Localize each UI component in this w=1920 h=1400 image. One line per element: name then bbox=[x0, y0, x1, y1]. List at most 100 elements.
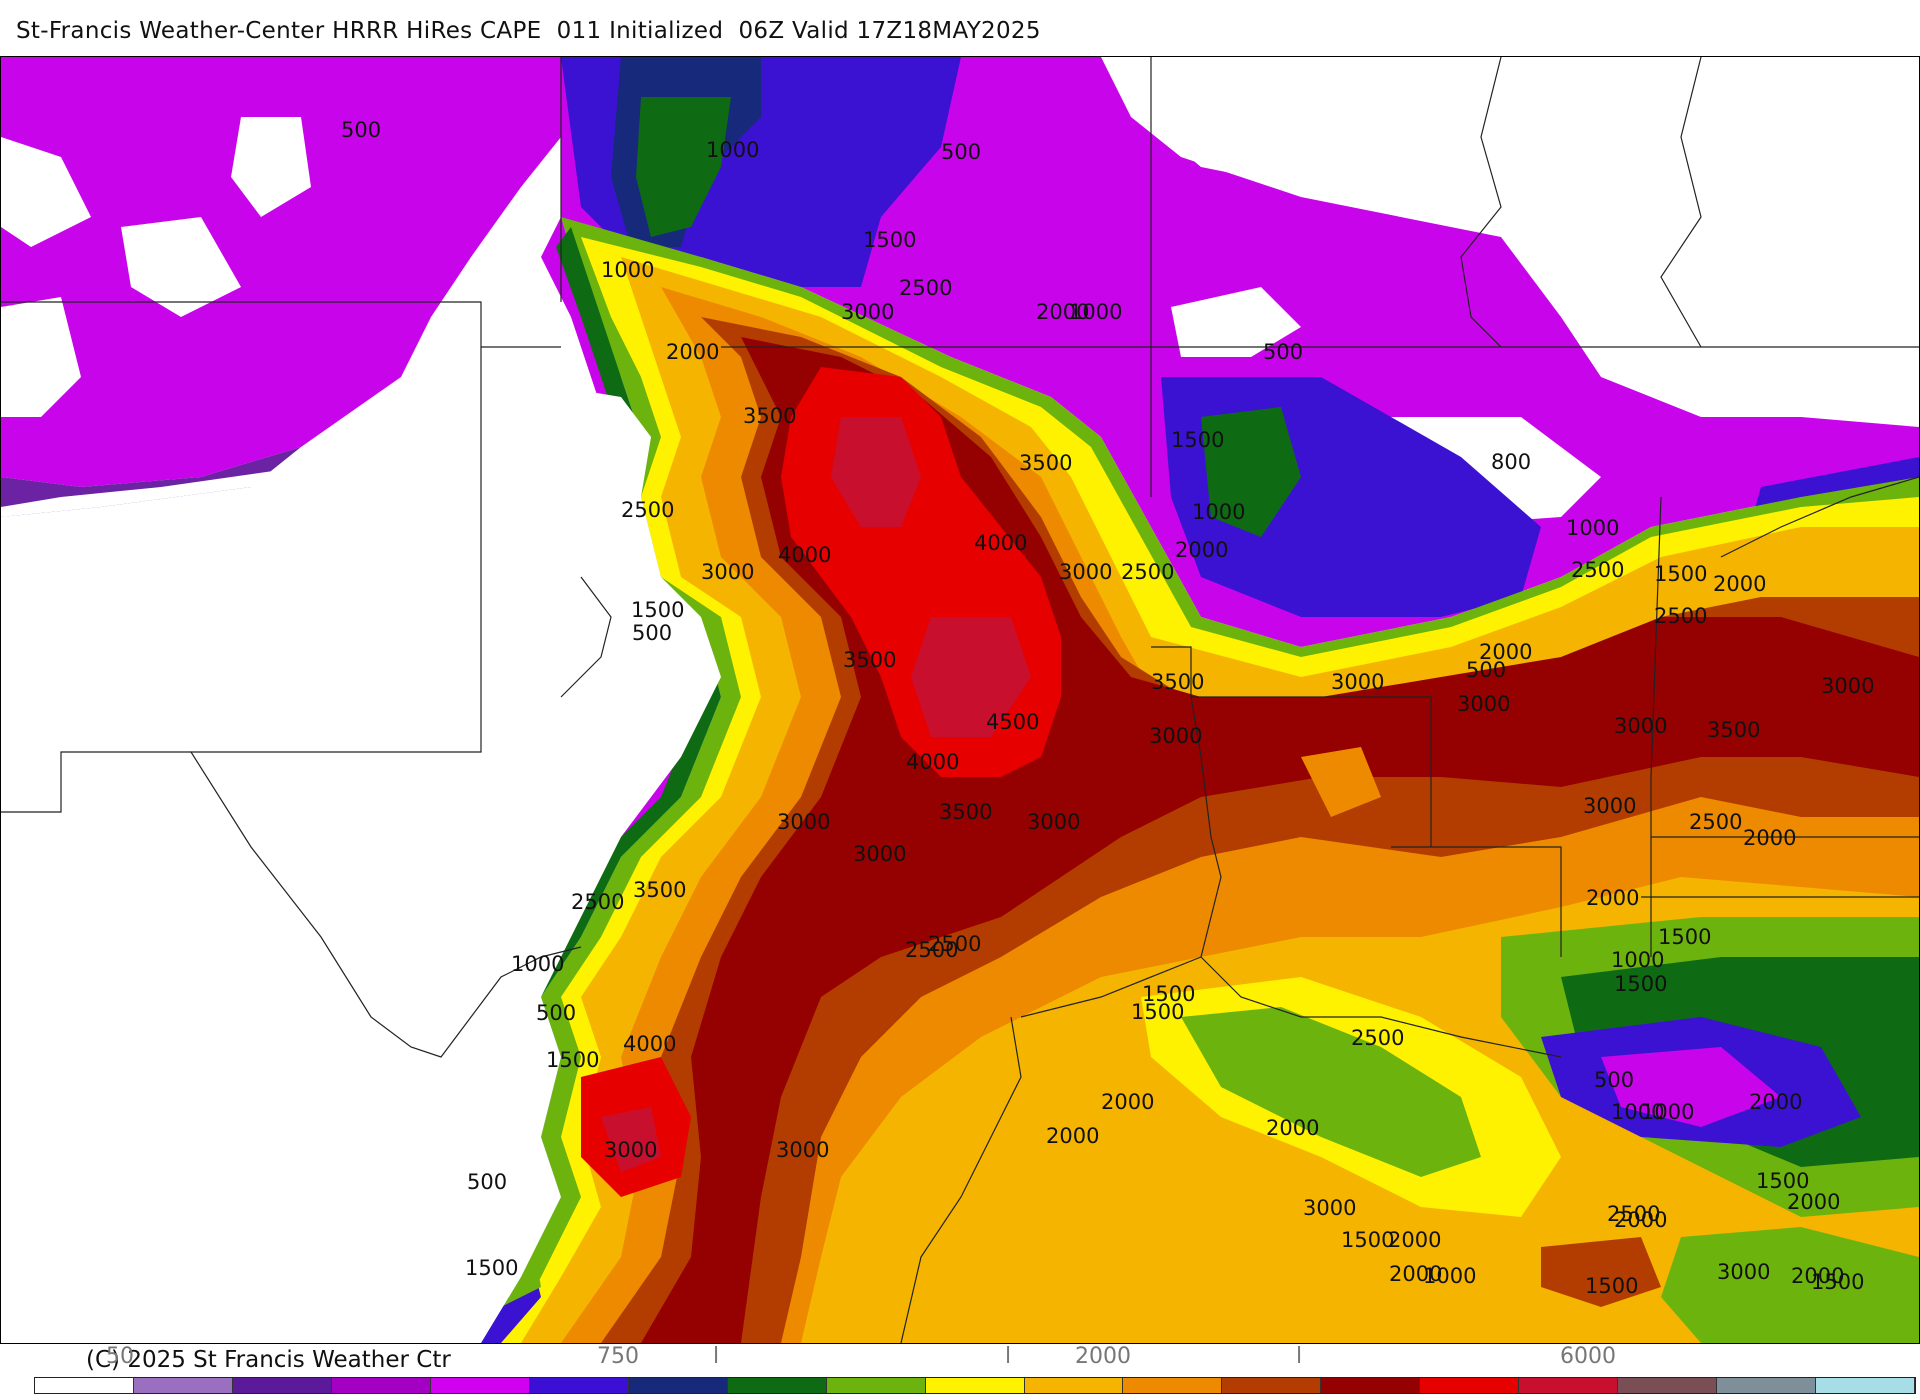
contour-label: 500 bbox=[1594, 1068, 1634, 1092]
contour-label: 3000 bbox=[841, 300, 894, 324]
state-border-10 bbox=[1020, 956, 1202, 1018]
contour-label: 1500 bbox=[863, 228, 916, 252]
contour-label: 2500 bbox=[1654, 604, 1707, 628]
contour-label: 1000 bbox=[1192, 500, 1245, 524]
cape-fill-1250-e bbox=[1201, 407, 1301, 537]
contour-label: 1000 bbox=[1566, 516, 1619, 540]
contour-label: 2000 bbox=[1791, 1264, 1844, 1288]
contour-label: 500 bbox=[467, 1170, 507, 1194]
contour-label: 2000 bbox=[1266, 1116, 1319, 1140]
contour-label: 2000 bbox=[1036, 300, 1089, 324]
contour-label: 1000 bbox=[706, 138, 759, 162]
contour-label: 2000 bbox=[1389, 1262, 1442, 1286]
cape-fill-zero-w bbox=[1, 387, 721, 1343]
colorbar-segment bbox=[232, 1378, 332, 1393]
state-border-8 bbox=[1460, 57, 1502, 348]
contour-label: 1500 bbox=[1171, 428, 1224, 452]
cape-fill-500-se bbox=[1601, 1047, 1781, 1127]
contour-label: 2000 bbox=[1749, 1090, 1802, 1114]
colorbar-segment bbox=[1816, 1378, 1916, 1393]
colorbar-segment bbox=[133, 1378, 233, 1393]
copyright-text: (C) 2025 St Francis Weather Ctr bbox=[86, 1347, 451, 1373]
colorbar-segment bbox=[727, 1378, 827, 1393]
contour-label: 3500 bbox=[1151, 670, 1204, 694]
contour-label: 3000 bbox=[604, 1138, 657, 1162]
contour-label: 1000 bbox=[1611, 948, 1664, 972]
contour-label: 3000 bbox=[1059, 560, 1112, 584]
contour-label: 3500 bbox=[1019, 451, 1072, 475]
cape-fill-4500-s bbox=[601, 1107, 661, 1172]
contour-label: 2000 bbox=[1614, 1208, 1667, 1232]
contour-label: 800 bbox=[1491, 450, 1531, 474]
colorbar-segment bbox=[925, 1378, 1025, 1393]
contour-label: 1500 bbox=[1654, 562, 1707, 586]
colorbar-segment bbox=[628, 1378, 728, 1393]
colorbar-tick-label: 50 bbox=[106, 1344, 134, 1369]
contour-label: 2500 bbox=[928, 932, 981, 956]
contour-label: 3500 bbox=[633, 878, 686, 902]
cape-fill-zero-patch bbox=[1171, 287, 1301, 357]
cape-fill-1250-w bbox=[451, 227, 721, 1343]
contour-label: 1500 bbox=[1811, 1270, 1864, 1294]
contour-label: 3000 bbox=[777, 810, 830, 834]
contour-label: 500 bbox=[941, 140, 981, 164]
colorbar-tick-label: 750 bbox=[597, 1344, 639, 1369]
colorbar-segment bbox=[1123, 1378, 1223, 1393]
contour-label: 3000 bbox=[1821, 674, 1874, 698]
contour-label: 4000 bbox=[906, 750, 959, 774]
cape-fill-zero-nw4 bbox=[1, 297, 81, 417]
cape-fill-zero-nw2 bbox=[1, 137, 91, 247]
colorbar-segment bbox=[826, 1378, 926, 1393]
contour-label: 4000 bbox=[623, 1032, 676, 1056]
colorbar-tick-label: l bbox=[713, 1344, 720, 1369]
contour-label: 500 bbox=[1466, 658, 1506, 682]
state-border-7 bbox=[1720, 476, 1919, 558]
contour-label: 1000 bbox=[601, 258, 654, 282]
contour-label: 2000 bbox=[1388, 1228, 1441, 1252]
contour-label: 2000 bbox=[666, 340, 719, 364]
state-border-11 bbox=[560, 576, 612, 698]
cape-fill-1250-n bbox=[636, 97, 731, 237]
colorbar-segment bbox=[1321, 1378, 1421, 1393]
contour-label: 500 bbox=[536, 1001, 576, 1025]
contour-label: 1500 bbox=[631, 598, 684, 622]
cape-fill-layers bbox=[1, 57, 1919, 1343]
contour-label: 3000 bbox=[701, 560, 754, 584]
contour-label: 3500 bbox=[743, 404, 796, 428]
contour-label: 2000 bbox=[1046, 1124, 1099, 1148]
contour-label: 3000 bbox=[1614, 714, 1667, 738]
contour-label: 2500 bbox=[1121, 560, 1174, 584]
contour-label: 1500 bbox=[1614, 972, 1667, 996]
contour-label: 4500 bbox=[986, 710, 1039, 734]
colorbar-segment bbox=[35, 1378, 134, 1393]
contour-label: 4000 bbox=[974, 531, 1027, 555]
contour-label: 1500 bbox=[1142, 982, 1195, 1006]
contour-label: 1500 bbox=[1585, 1274, 1638, 1298]
contour-label: 1500 bbox=[465, 1256, 518, 1280]
cape-fill-zero-nw3 bbox=[121, 217, 241, 317]
contour-label: 4000 bbox=[778, 543, 831, 567]
contour-label: 3000 bbox=[1331, 670, 1384, 694]
contour-label: 3000 bbox=[776, 1138, 829, 1162]
contour-label: 2500 bbox=[1571, 558, 1624, 582]
cape-map: 500 1000 500 1000 1500 2500 3000 2000 1000 2000 50… bbox=[0, 56, 1920, 1344]
contour-label: 2000 bbox=[1586, 886, 1639, 910]
state-border-9 bbox=[1660, 57, 1702, 348]
contour-label: 2500 bbox=[1351, 1026, 1404, 1050]
colorbar-segment bbox=[1222, 1378, 1322, 1393]
contour-label: 2500 bbox=[899, 276, 952, 300]
colorbar-segment bbox=[1519, 1378, 1619, 1393]
cape-fill-4500-core bbox=[831, 417, 921, 527]
state-border-3 bbox=[1, 751, 191, 813]
colorbar-segment bbox=[529, 1378, 629, 1393]
contour-label: 500 bbox=[1263, 340, 1303, 364]
contour-label: 1000 bbox=[1069, 300, 1122, 324]
cape-fill-2500-patch bbox=[1301, 747, 1381, 817]
coastline-gulf bbox=[1200, 956, 1562, 1058]
contour-label: 3000 bbox=[853, 842, 906, 866]
cape-fill-1500-s bbox=[1181, 1007, 1481, 1177]
contour-label: 3500 bbox=[1707, 718, 1760, 742]
contour-label: 2500 bbox=[621, 498, 674, 522]
